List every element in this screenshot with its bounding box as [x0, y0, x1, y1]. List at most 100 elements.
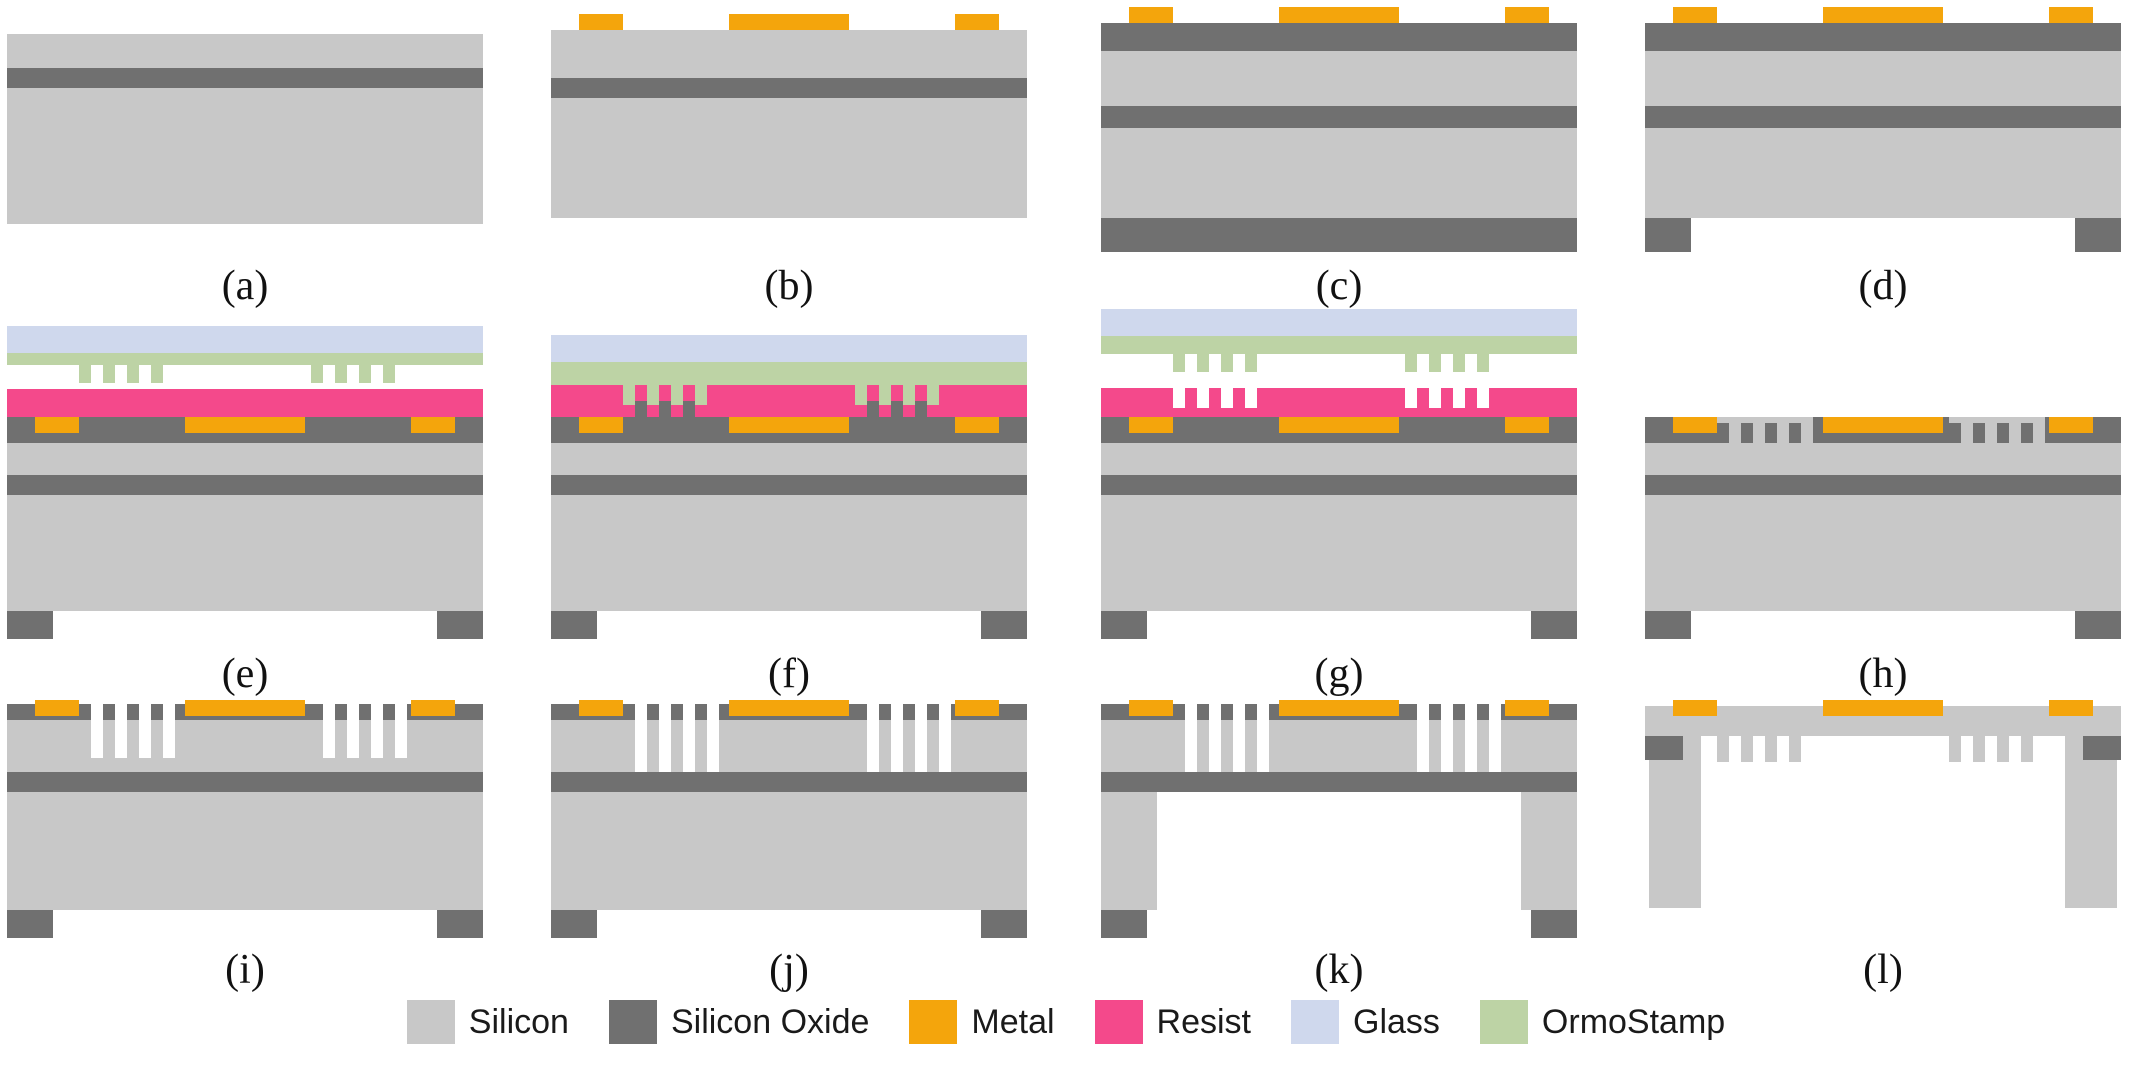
layer-metal — [1673, 7, 1717, 23]
layer-silicon-oxide — [359, 704, 371, 720]
layer-silicon-oxide — [981, 910, 1027, 938]
panel-label-j: (j) — [769, 947, 809, 993]
layer-ormostamp — [1101, 336, 1577, 354]
layer-silicon-oxide — [671, 704, 683, 720]
panel-label-d: (d) — [1858, 263, 1908, 309]
legend-label-silicon: Silicon — [468, 1002, 569, 1041]
legend-item-resist: Resist — [1094, 1000, 1251, 1044]
layer-silicon-oxide — [7, 772, 483, 792]
layer-gap — [1429, 388, 1441, 408]
layer-silicon — [1429, 720, 1441, 772]
legend: Silicon Silicon Oxide Metal Resist Glass… — [0, 1000, 2132, 1044]
layer-metal — [579, 417, 623, 433]
layer-metal — [35, 417, 79, 433]
layer-silicon-oxide — [1717, 423, 1729, 443]
layer-silicon-oxide — [2021, 423, 2033, 443]
layer-ormostamp — [903, 385, 915, 405]
panel-label-f: (f) — [768, 651, 810, 697]
silicon-swatch — [406, 1000, 455, 1044]
layer-silicon — [1197, 720, 1209, 772]
layer-metal — [729, 417, 849, 433]
layer-metal — [1279, 417, 1399, 433]
layer-silicon-oxide — [2075, 218, 2121, 252]
layer-silicon — [1973, 736, 1985, 762]
layer-metal — [1129, 7, 1173, 23]
layer-silicon — [1245, 720, 1257, 772]
layer-glass — [551, 335, 1027, 362]
layer-metal — [411, 417, 455, 433]
panel-k — [1101, 700, 1577, 938]
layer-ormostamp — [1197, 354, 1209, 372]
layer-silicon-oxide — [891, 401, 903, 417]
layer-metal — [1673, 417, 1717, 433]
layer-silicon-oxide — [647, 704, 659, 720]
layer-silicon — [1717, 736, 1729, 762]
panel-label-g: (g) — [1314, 651, 1364, 697]
layer-ormostamp — [383, 365, 395, 383]
layer-metal — [729, 700, 849, 716]
layer-silicon-oxide — [1101, 218, 1577, 252]
panel-label-e: (e) — [221, 651, 269, 697]
panel-f — [551, 335, 1027, 639]
layer-silicon-oxide — [1245, 704, 1257, 720]
layer-silicon-oxide — [103, 704, 115, 720]
layer-silicon-oxide — [1741, 423, 1753, 443]
layer-ormostamp — [1453, 354, 1465, 372]
layer-silicon-oxide — [1973, 423, 1985, 443]
layer-silicon — [127, 720, 139, 758]
legend-label-metal: Metal — [971, 1002, 1055, 1041]
layer-silicon-oxide — [79, 704, 91, 720]
layer-ormostamp — [879, 385, 891, 405]
panel-e — [7, 326, 483, 639]
layer-silicon — [335, 720, 347, 758]
layer-silicon-oxide — [915, 401, 927, 417]
layer-ormostamp — [359, 365, 371, 383]
layer-metal — [955, 14, 999, 30]
layer-metal — [1129, 417, 1173, 433]
layer-silicon — [1477, 720, 1489, 772]
layer-silicon — [1173, 720, 1185, 772]
ormostamp-swatch — [1479, 1000, 1528, 1044]
layer-ormostamp — [623, 385, 635, 405]
layer-silicon-oxide — [1645, 611, 1691, 639]
layer-silicon-oxide — [311, 704, 323, 720]
layer-silicon-oxide — [551, 475, 1027, 495]
layer-gap — [1245, 388, 1257, 408]
layer-metal — [1129, 700, 1173, 716]
layer-metal — [2049, 7, 2093, 23]
layer-gap — [1477, 388, 1489, 408]
layer-silicon-oxide — [623, 704, 635, 720]
layer-silicon-oxide — [635, 401, 647, 417]
layer-silicon-oxide — [127, 704, 139, 720]
layer-silicon-oxide — [7, 910, 53, 938]
layer-silicon-oxide — [1101, 910, 1147, 938]
glass-swatch — [1291, 1000, 1339, 1044]
legend-item-silicon: Silicon — [406, 1000, 569, 1044]
layer-silicon-oxide — [1197, 704, 1209, 720]
layer-silicon-oxide — [1645, 736, 1683, 760]
layer-silicon-oxide — [551, 611, 597, 639]
layer-ormostamp — [927, 385, 939, 405]
layer-silicon-oxide — [335, 704, 347, 720]
layer-metal — [955, 700, 999, 716]
layer-ormostamp — [1477, 354, 1489, 372]
layer-silicon-oxide — [981, 611, 1027, 639]
layer-ormostamp — [103, 365, 115, 383]
layer-metal — [411, 700, 455, 716]
panel-h — [1645, 417, 2121, 639]
panel-l — [1645, 700, 2121, 908]
layer-metal — [1673, 700, 1717, 716]
layer-silicon — [671, 720, 683, 772]
layer-ormostamp — [311, 365, 323, 383]
layer-silicon — [879, 720, 891, 772]
layer-silicon — [7, 34, 483, 224]
layer-gap — [1197, 388, 1209, 408]
layer-silicon-oxide — [437, 611, 483, 639]
layer-resist — [7, 389, 483, 417]
panel-i — [7, 700, 483, 938]
layer-silicon — [1949, 736, 1961, 762]
panel-j — [551, 700, 1027, 938]
layer-silicon — [1645, 443, 2121, 611]
layer-silicon — [2021, 736, 2033, 762]
layer-silicon-oxide — [1405, 704, 1417, 720]
